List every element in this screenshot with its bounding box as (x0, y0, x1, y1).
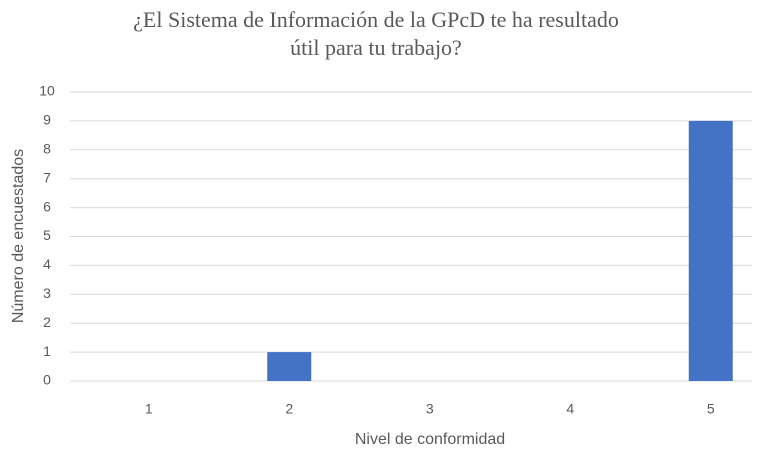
y-tick-label: 5 (43, 227, 51, 243)
y-tick-label: 4 (43, 256, 51, 272)
chart-title: ¿El Sistema de Información de la GPcD te… (133, 7, 619, 32)
y-tick-label: 6 (43, 198, 51, 214)
x-axis-label: Nivel de conformidad (355, 431, 505, 448)
bar (267, 352, 312, 381)
x-tick-label: 1 (145, 401, 153, 417)
chart-title: útil para tu trabajo? (290, 35, 462, 60)
x-tick-label: 4 (566, 401, 574, 417)
y-tick-label: 7 (43, 169, 51, 185)
y-tick-label: 1 (43, 343, 51, 359)
x-tick-label: 5 (707, 401, 715, 417)
y-tick-label: 9 (43, 112, 51, 128)
y-tick-label: 10 (39, 83, 55, 99)
y-tick-label: 0 (43, 372, 51, 388)
y-axis-label: Número de encuestados (10, 149, 27, 323)
x-tick-label: 3 (426, 401, 434, 417)
y-tick-label: 3 (43, 285, 51, 301)
x-tick-label: 2 (285, 401, 293, 417)
y-tick-label: 8 (43, 141, 51, 157)
y-tick-label: 2 (43, 314, 51, 330)
bar (688, 120, 733, 382)
